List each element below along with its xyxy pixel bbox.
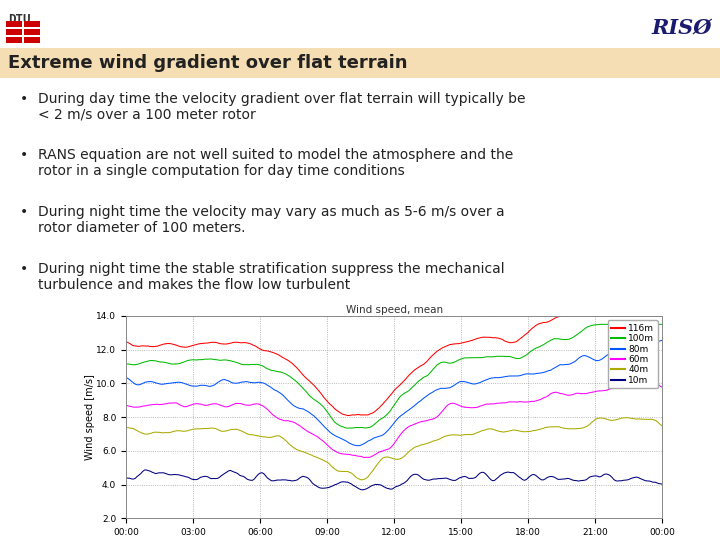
Text: < 2 m/s over a 100 meter rotor: < 2 m/s over a 100 meter rotor bbox=[38, 108, 256, 122]
116m bbox=[384, 394, 393, 401]
10m bbox=[359, 487, 367, 493]
Title: Wind speed, mean: Wind speed, mean bbox=[346, 305, 443, 315]
100m bbox=[300, 387, 309, 394]
116m bbox=[300, 374, 309, 380]
Text: rotor in a single computation for day time conditions: rotor in a single computation for day ti… bbox=[38, 164, 405, 178]
Text: •: • bbox=[20, 92, 28, 106]
100m bbox=[597, 321, 606, 328]
60m bbox=[300, 426, 309, 433]
10m bbox=[148, 469, 156, 475]
Text: turbulence and makes the flow low turbulent: turbulence and makes the flow low turbul… bbox=[38, 278, 350, 292]
Text: RANS equation are not well suited to model the atmosphere and the: RANS equation are not well suited to mod… bbox=[38, 148, 513, 162]
10m bbox=[142, 467, 150, 473]
100m bbox=[384, 409, 393, 416]
Text: •: • bbox=[20, 205, 28, 219]
80m bbox=[146, 379, 155, 385]
40m bbox=[122, 424, 130, 431]
10m bbox=[386, 486, 395, 492]
100m bbox=[122, 361, 130, 367]
40m bbox=[546, 423, 555, 430]
100m bbox=[146, 357, 155, 364]
40m bbox=[384, 454, 393, 461]
116m bbox=[546, 318, 555, 324]
100m bbox=[658, 321, 667, 328]
60m bbox=[122, 402, 130, 409]
Text: DTU: DTU bbox=[8, 13, 30, 26]
Y-axis label: Wind speed [m/s]: Wind speed [m/s] bbox=[85, 374, 95, 460]
Bar bbox=[0, 48, 720, 78]
100m bbox=[343, 425, 352, 431]
Bar bbox=[6, 29, 22, 35]
Bar bbox=[24, 29, 40, 35]
60m bbox=[360, 454, 369, 461]
60m bbox=[384, 446, 393, 452]
Legend: 116m, 100m, 80m, 60m, 40m, 10m: 116m, 100m, 80m, 60m, 40m, 10m bbox=[608, 320, 658, 388]
10m bbox=[658, 481, 667, 488]
60m bbox=[647, 380, 655, 386]
80m bbox=[300, 407, 309, 413]
60m bbox=[146, 402, 155, 408]
10m bbox=[204, 474, 212, 480]
Text: RISØ: RISØ bbox=[652, 18, 712, 38]
40m bbox=[127, 425, 136, 431]
Line: 100m: 100m bbox=[126, 325, 662, 428]
Text: During night time the velocity may vary as much as 5-6 m/s over a: During night time the velocity may vary … bbox=[38, 205, 505, 219]
Text: rotor diameter of 100 meters.: rotor diameter of 100 meters. bbox=[38, 221, 246, 235]
10m bbox=[122, 475, 130, 481]
10m bbox=[127, 476, 136, 482]
Line: 60m: 60m bbox=[126, 383, 662, 457]
40m bbox=[658, 423, 667, 429]
80m bbox=[354, 442, 363, 449]
80m bbox=[122, 374, 130, 381]
40m bbox=[300, 449, 309, 456]
116m bbox=[343, 413, 352, 419]
Bar bbox=[6, 37, 22, 43]
40m bbox=[146, 430, 155, 437]
100m bbox=[127, 361, 136, 368]
80m bbox=[546, 367, 555, 374]
Text: •: • bbox=[20, 148, 28, 162]
60m bbox=[202, 402, 210, 409]
Bar bbox=[24, 37, 40, 43]
60m bbox=[546, 390, 555, 397]
80m bbox=[202, 382, 210, 389]
100m bbox=[202, 356, 210, 362]
Text: •: • bbox=[20, 262, 28, 276]
60m bbox=[127, 403, 136, 410]
10m bbox=[302, 474, 311, 481]
80m bbox=[384, 427, 393, 433]
116m bbox=[202, 340, 210, 346]
Line: 40m: 40m bbox=[126, 417, 662, 480]
40m bbox=[359, 476, 367, 483]
Bar bbox=[6, 21, 22, 27]
80m bbox=[127, 378, 136, 384]
116m bbox=[146, 343, 155, 350]
60m bbox=[658, 384, 667, 390]
116m bbox=[127, 341, 136, 348]
Bar bbox=[24, 21, 40, 27]
Line: 116m: 116m bbox=[126, 316, 662, 416]
40m bbox=[202, 426, 210, 432]
40m bbox=[623, 414, 631, 421]
Line: 80m: 80m bbox=[126, 340, 662, 445]
Text: During night time the stable stratification suppress the mechanical: During night time the stable stratificat… bbox=[38, 262, 505, 276]
Text: Extreme wind gradient over flat terrain: Extreme wind gradient over flat terrain bbox=[8, 54, 408, 72]
100m bbox=[546, 337, 555, 343]
Text: During day time the velocity gradient over flat terrain will typically be: During day time the velocity gradient ov… bbox=[38, 92, 526, 106]
10m bbox=[548, 474, 557, 480]
116m bbox=[658, 313, 667, 319]
Line: 10m: 10m bbox=[126, 470, 662, 490]
116m bbox=[561, 313, 570, 319]
116m bbox=[122, 339, 130, 345]
80m bbox=[658, 337, 667, 343]
